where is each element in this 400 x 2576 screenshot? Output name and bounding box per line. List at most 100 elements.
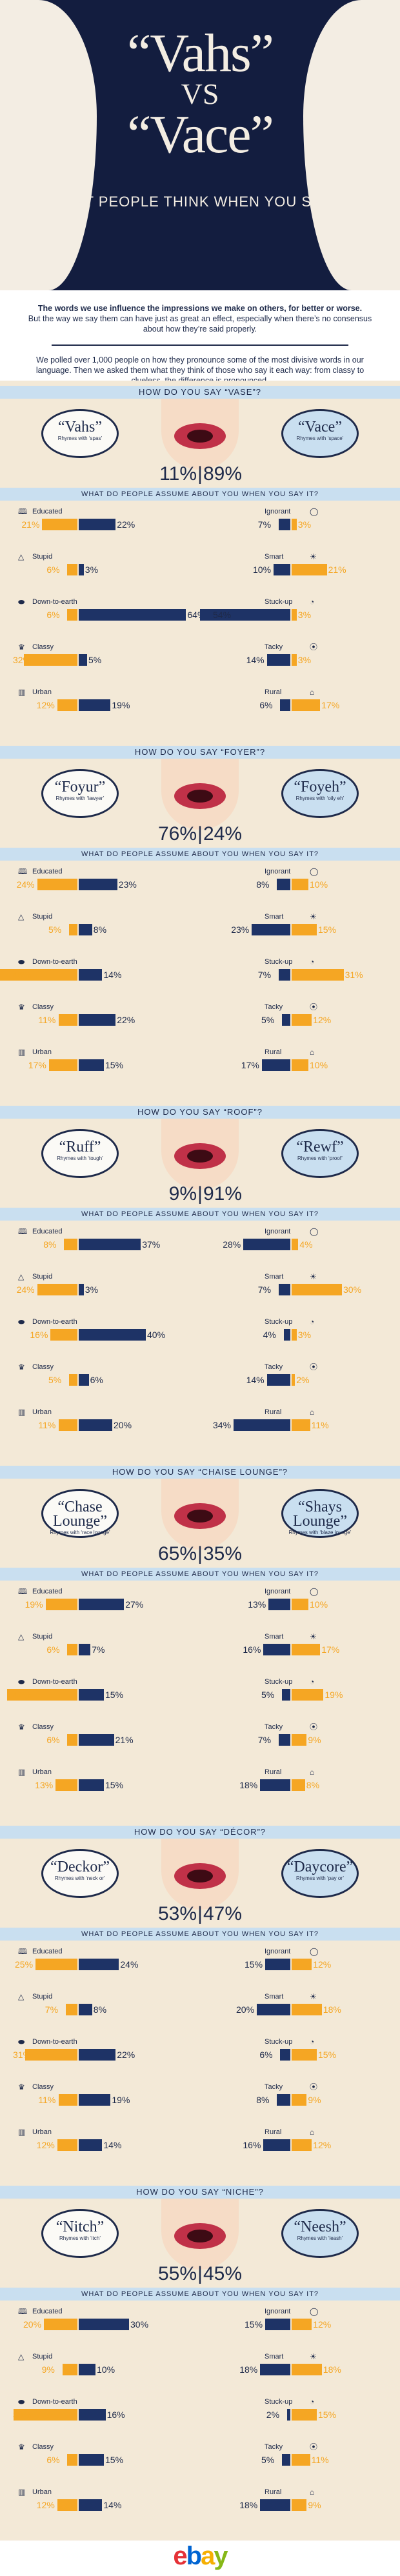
- bar-orange: [45, 1599, 77, 1610]
- rhyme-hint: Rhymes with ‘proof’: [297, 1155, 343, 1161]
- bar-orange: [37, 1284, 77, 1295]
- nose-icon: ◔: [310, 1677, 315, 1686]
- bar-navy: [278, 969, 290, 981]
- bar-orange: [292, 969, 344, 981]
- trait-bars: 7% 3%: [213, 519, 387, 530]
- bar-orange: [62, 2364, 77, 2375]
- trait-label: Smart: [265, 2353, 284, 2361]
- percent-orange: 17%: [28, 1060, 46, 1070]
- dunce-icon: △: [18, 1272, 25, 1281]
- rhyme-hint: Rhymes with ‘lawyer’: [55, 795, 105, 801]
- percent-orange: 20%: [23, 2319, 42, 2330]
- percent-navy: 17%: [241, 1060, 259, 1070]
- trait-row-right: Smart ☀ 7% 30%: [213, 1272, 387, 1301]
- percent-orange: 11%: [38, 1015, 56, 1025]
- trait-bars: 15% 12%: [213, 2319, 387, 2330]
- mouth-opening: [187, 2230, 213, 2242]
- percent-orange: 19%: [25, 1599, 43, 1610]
- title-word-right: “Vace”: [127, 105, 274, 165]
- trait-row-left: △ Stupid 6% 3%: [13, 552, 187, 581]
- trait-label: Tacky: [265, 1723, 283, 1731]
- trait-label: Educated: [32, 1228, 63, 1235]
- split-result: 55%|45%: [0, 2263, 400, 2285]
- bulb-icon: ☀: [310, 2352, 317, 2361]
- trait-label: Rural: [265, 1408, 282, 1416]
- percent-orange: 15%: [318, 2050, 337, 2060]
- percent-orange: 10%: [310, 879, 328, 890]
- bar-orange: [292, 2319, 312, 2330]
- bar-orange: [292, 924, 317, 935]
- right-percent: 47%: [203, 1903, 243, 1924]
- book-icon: 🕮: [18, 507, 28, 516]
- bar-orange: [48, 1059, 77, 1071]
- bar-navy: [79, 1284, 84, 1295]
- empty-head-icon: ◯: [310, 507, 319, 516]
- bar-orange: [292, 1239, 299, 1250]
- pronunciation-word: “Vahs”: [58, 419, 102, 435]
- percent-navy: 28%: [223, 1239, 241, 1250]
- trait-row-right: Stuck-up ◔ 4% 3%: [213, 1317, 387, 1346]
- percent-navy: 14%: [103, 970, 122, 980]
- ebay-logo[interactable]: ebay: [173, 2542, 228, 2570]
- trait-row-left: △ Stupid 5% 8%: [13, 912, 187, 941]
- bar-navy: [79, 969, 103, 981]
- trait-label: Tacky: [265, 643, 283, 651]
- rhyme-hint: Rhymes with ‘space’: [296, 435, 344, 441]
- bar-navy: [261, 1059, 290, 1071]
- bar-orange: [292, 1689, 324, 1701]
- trait-row-left: ⬬ Down-to-earth 16% 40%: [13, 1317, 187, 1346]
- trait-row-left: △ Stupid 24% 3%: [13, 1272, 187, 1301]
- bar-navy: [282, 2454, 290, 2466]
- mouth-illustration: “Chase Lounge” Rhymes with ‘race lounge’ “…: [0, 1479, 400, 1550]
- trait-label: Ignorant: [265, 1948, 291, 1955]
- empty-head-icon: ◯: [310, 867, 319, 876]
- trait-row-left: △ Stupid 9% 10%: [13, 2352, 187, 2381]
- percent-orange: 24%: [16, 1284, 35, 1295]
- percent-orange: 15%: [318, 924, 337, 935]
- bar-orange: [292, 879, 308, 890]
- mouth-opening: [187, 1870, 213, 1882]
- intro-lead: The words we use influence the impressio…: [37, 304, 363, 313]
- bar-orange: [292, 1374, 295, 1386]
- trait-row-left: 🕮 Educated 20% 30%: [13, 2307, 187, 2335]
- assume-bar: WHAT DO PEOPLE ASSUME ABOUT YOU WHEN YOU…: [0, 488, 400, 501]
- percent-orange: 10%: [310, 1060, 328, 1070]
- pronunciation-word: “Foyeh”: [294, 779, 346, 795]
- trait-row-left: △ Stupid 7% 8%: [13, 1992, 187, 2021]
- bar-navy: [280, 2049, 290, 2061]
- assume-bar: WHAT DO PEOPLE ASSUME ABOUT YOU WHEN YOU…: [0, 1568, 400, 1581]
- dunce-icon: △: [18, 552, 25, 561]
- bar-navy: [268, 1599, 290, 1610]
- trait-bars: 5% 6%: [13, 1374, 187, 1386]
- dunce-icon: △: [18, 2352, 25, 2361]
- trait-row-left: ▥ Urban 12% 14%: [13, 2128, 187, 2156]
- bar-navy: [286, 2409, 290, 2421]
- percent-orange: 16%: [30, 1330, 48, 1340]
- bar-orange: [292, 2409, 317, 2421]
- percent-navy: 16%: [243, 2140, 261, 2150]
- shoe-icon: ⬬: [18, 1677, 25, 1686]
- percent-orange: 4%: [299, 1239, 313, 1250]
- percent-navy: 15%: [105, 2455, 124, 2465]
- percent-navy: 10%: [97, 2364, 115, 2375]
- percent-orange: 19%: [325, 1690, 343, 1700]
- percent-orange: 12%: [313, 1015, 332, 1025]
- left-percent: 9%: [168, 1183, 197, 1204]
- empty-head-icon: ◯: [310, 1947, 319, 1956]
- percent-orange: 9%: [41, 2364, 55, 2375]
- bar-orange: [67, 564, 77, 575]
- left-percent: 11%: [159, 463, 197, 484]
- trait-label: Educated: [32, 868, 63, 875]
- rhyme-hint: Rhymes with ‘tough’: [57, 1155, 103, 1161]
- trait-row-left: ▥ Urban 11% 20%: [13, 1408, 187, 1436]
- trait-row-right: Tacky ⦿ 7% 9%: [213, 1722, 387, 1751]
- trait-label: Urban: [32, 1768, 52, 1776]
- bar-orange: [292, 1779, 305, 1791]
- mouth-icon: [161, 399, 239, 470]
- speech-bubble-left: “Deckor” Rhymes with ‘neck or’: [41, 1849, 119, 1898]
- split-result: 65%|35%: [0, 1543, 400, 1565]
- bar-orange: [23, 654, 77, 666]
- trait-bars: 34% 11%: [213, 1419, 387, 1431]
- trait-bars: 7% 30%: [213, 1284, 387, 1295]
- trait-label: Urban: [32, 1048, 52, 1056]
